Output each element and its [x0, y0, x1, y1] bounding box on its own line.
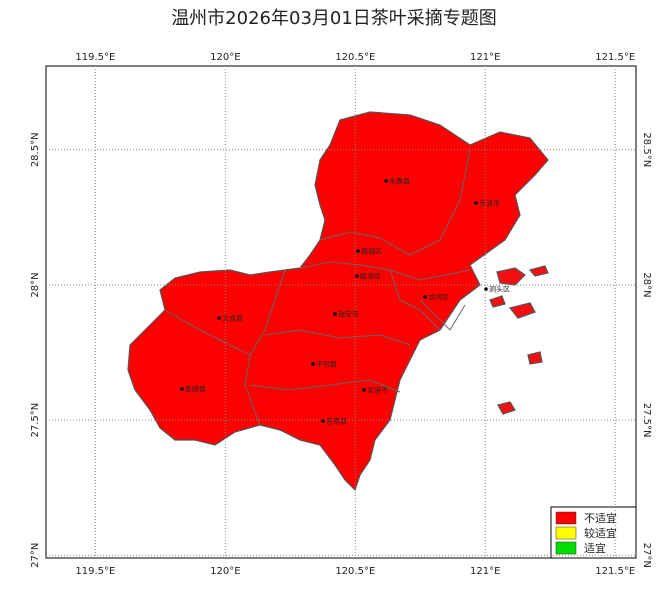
place-label: 文成县	[222, 314, 243, 323]
map-title: 温州市2026年03月01日茶叶采摘专题图	[171, 8, 497, 29]
y-tick-label: 28°N	[641, 272, 652, 297]
island	[527, 351, 543, 365]
y-tick-label: 28.5°N	[30, 132, 41, 167]
place-dot	[355, 274, 359, 278]
x-tick-label: 120.5°E	[335, 52, 375, 63]
legend-label: 适宜	[584, 541, 606, 555]
border	[264, 329, 411, 346]
border	[249, 379, 401, 393]
land	[127, 111, 549, 492]
place-label: 鹿城区	[361, 247, 382, 256]
place-label: 瓯海区	[360, 272, 381, 281]
place-dot	[321, 419, 325, 423]
x-tick-label: 120.5°E	[335, 566, 375, 577]
place-dot	[384, 179, 388, 183]
district-borders	[164, 149, 471, 426]
y-tick-label: 27.5°N	[641, 403, 652, 438]
y-tick-label: 27°N	[30, 543, 41, 568]
wenzhou-outline	[127, 111, 549, 492]
x-tick-label: 121.5°E	[595, 52, 635, 63]
place-dot	[484, 287, 488, 291]
border	[164, 309, 251, 356]
legend-label: 较适宜	[584, 526, 617, 540]
legend-swatch	[555, 511, 577, 525]
border	[419, 299, 466, 331]
place-label: 洞头区	[489, 285, 510, 294]
island	[528, 265, 549, 277]
map-frame	[45, 65, 637, 559]
y-tick-label: 27°N	[641, 543, 652, 568]
place-label: 瑞安市	[338, 310, 359, 319]
place-dot	[311, 362, 315, 366]
legend-label: 不适宜	[584, 511, 617, 525]
y-tick-label: 28.5°N	[641, 132, 652, 167]
place-dot	[474, 201, 478, 205]
border	[299, 261, 471, 281]
place-dot	[356, 249, 360, 253]
border	[244, 269, 286, 426]
y-tick-label: 28°N	[30, 272, 41, 297]
place-dot	[362, 388, 366, 392]
x-tick-label: 120°E	[210, 52, 240, 63]
place-dot	[217, 316, 221, 320]
y-tick-label: 27.5°N	[30, 403, 41, 438]
place-label: 龙港市	[367, 386, 388, 395]
place-dot	[333, 312, 337, 316]
place-dot	[180, 387, 184, 391]
island	[489, 295, 506, 308]
place-dot	[423, 295, 427, 299]
place-label: 永嘉县	[389, 177, 410, 186]
x-tick-label: 121.5°E	[595, 566, 635, 577]
place-label: 平阳县	[316, 360, 337, 369]
island	[497, 401, 516, 415]
legend-swatch	[555, 526, 577, 540]
place-label: 泰顺县	[185, 385, 206, 394]
place-label: 龙湾区	[428, 293, 449, 302]
x-tick-label: 119.5°E	[75, 52, 115, 63]
island	[508, 302, 536, 319]
island	[496, 267, 526, 286]
x-tick-label: 121°E	[470, 566, 500, 577]
legend-swatch	[555, 541, 577, 555]
place-label: 乐清市	[479, 199, 500, 208]
place-label: 苍南县	[326, 417, 347, 426]
border	[319, 149, 471, 256]
x-tick-label: 119.5°E	[75, 566, 115, 577]
x-tick-label: 121°E	[470, 52, 500, 63]
x-tick-label: 120°E	[210, 566, 240, 577]
